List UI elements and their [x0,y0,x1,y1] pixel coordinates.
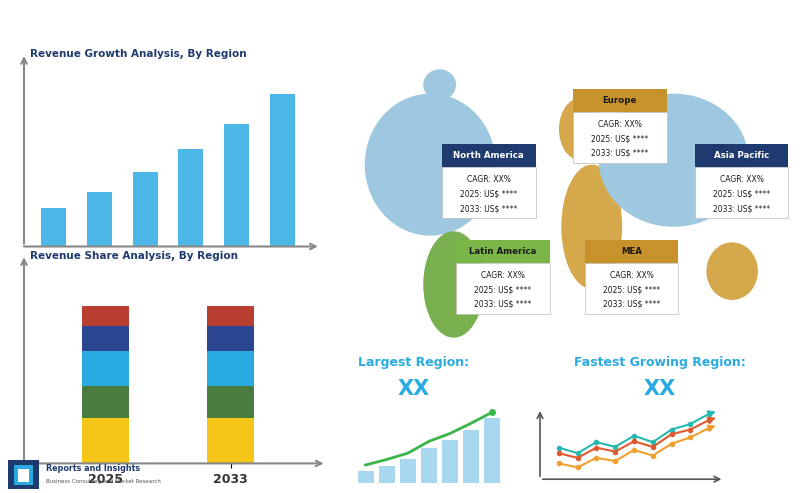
Bar [379,466,394,483]
Bar [207,386,254,419]
Bar [358,471,374,483]
FancyBboxPatch shape [694,167,788,218]
Bar [270,95,295,246]
Bar [82,419,129,463]
FancyBboxPatch shape [573,89,666,112]
Text: Latin America: Latin America [469,246,537,256]
Text: MEA: MEA [621,246,642,256]
Ellipse shape [598,94,749,227]
FancyBboxPatch shape [456,240,550,263]
Text: North America: North America [454,151,524,160]
Bar [400,459,416,483]
Bar [133,172,158,246]
Bar [207,306,254,326]
Text: Reports and Insights: Reports and Insights [46,463,141,473]
Text: Asia Pacific: Asia Pacific [714,151,769,160]
Ellipse shape [706,243,758,300]
Bar [82,351,129,386]
Bar [207,326,254,351]
Bar [463,429,479,483]
Bar [207,419,254,463]
Text: 2033: US$ ****: 2033: US$ **** [460,205,518,213]
FancyBboxPatch shape [573,112,666,163]
Text: CAGR: XX%: CAGR: XX% [610,271,654,280]
Bar [224,124,249,246]
Text: Business Consulting and Market Research: Business Consulting and Market Research [46,479,162,484]
Text: 2025: US$ ****: 2025: US$ **** [474,285,531,294]
Bar [421,448,437,483]
FancyBboxPatch shape [442,167,535,218]
Text: 2025: US$ ****: 2025: US$ **** [603,285,660,294]
FancyBboxPatch shape [456,263,550,314]
FancyBboxPatch shape [442,144,535,167]
Text: 2033: US$ ****: 2033: US$ **** [603,300,660,309]
Ellipse shape [423,231,484,338]
Text: Revenue Share Analysis, By Region: Revenue Share Analysis, By Region [30,251,238,261]
Bar [41,208,66,246]
Text: CAGR: XX%: CAGR: XX% [467,175,510,184]
Bar [87,191,112,246]
Text: Fastest Growing Region:: Fastest Growing Region: [574,355,746,369]
Bar [485,419,500,483]
Text: Largest Region:: Largest Region: [358,355,470,369]
Text: CAGR: XX%: CAGR: XX% [719,175,763,184]
Bar [442,440,458,483]
Bar [207,351,254,386]
Text: 2025: US$ ****: 2025: US$ **** [713,190,770,199]
Ellipse shape [559,98,601,160]
Text: 2033: US$ ****: 2033: US$ **** [591,149,649,158]
Text: Revenue Growth Analysis, By Region: Revenue Growth Analysis, By Region [30,49,246,59]
FancyBboxPatch shape [694,144,788,167]
Bar [82,326,129,351]
Text: CAGR: XX%: CAGR: XX% [481,271,525,280]
Bar [8,460,39,489]
FancyBboxPatch shape [585,263,678,314]
Text: 2033: US$ ****: 2033: US$ **** [713,205,770,213]
Text: GLOBAL TRENCHER AND TRENCHER ATTACHMENT MARKET REGIONAL LEVEL ANALYSIS: GLOBAL TRENCHER AND TRENCHER ATTACHMENT … [10,19,654,32]
FancyBboxPatch shape [585,240,678,263]
Text: 2025: US$ ****: 2025: US$ **** [591,134,648,143]
Text: 2025: US$ ****: 2025: US$ **** [460,190,518,199]
Ellipse shape [423,70,456,101]
Bar [82,306,129,326]
Text: Europe: Europe [602,96,637,105]
Text: XX: XX [398,379,430,399]
Text: 2033: US$ ****: 2033: US$ **** [474,300,531,309]
Bar [178,149,203,246]
Bar [14,465,34,485]
Bar [18,469,29,482]
Bar [82,386,129,419]
Ellipse shape [365,94,496,236]
Text: XX: XX [643,379,676,399]
Ellipse shape [562,165,622,289]
Text: CAGR: XX%: CAGR: XX% [598,120,642,129]
